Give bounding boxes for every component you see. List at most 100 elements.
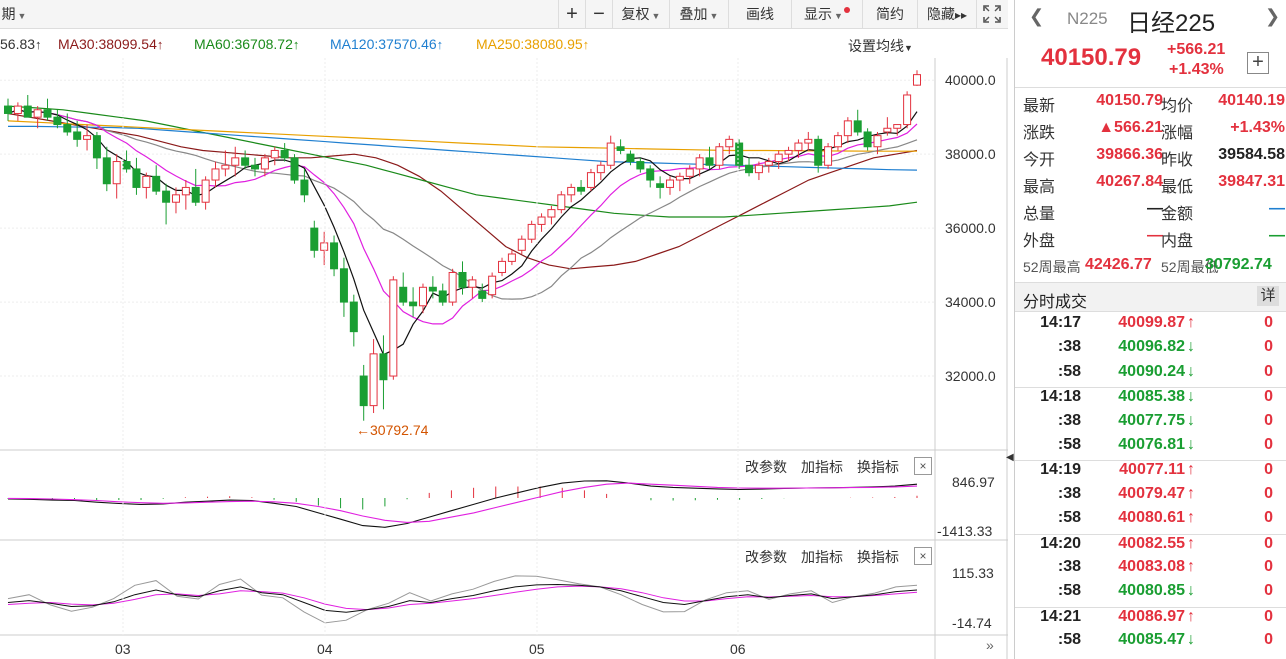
candle	[162, 183, 171, 225]
candle-body	[883, 127, 892, 133]
candle	[231, 146, 240, 177]
stat-value: ▲566.21	[1098, 119, 1163, 136]
main-grid	[0, 58, 1008, 659]
candle	[23, 94, 32, 118]
simple-button[interactable]: 简约	[862, 0, 917, 28]
zoom-in-button[interactable]: +	[558, 0, 585, 28]
arrow-up-icon: ↑	[156, 37, 164, 52]
candle	[349, 294, 358, 347]
fullscreen-button[interactable]	[976, 0, 1007, 28]
candle	[754, 161, 763, 181]
sub2-close-icon[interactable]: ×	[914, 547, 932, 565]
candle-body	[162, 190, 171, 203]
arrow-up-icon: ↑	[1187, 607, 1195, 625]
arrow-down-icon: ↓	[1187, 631, 1195, 649]
candle-body	[63, 124, 72, 133]
trade-volume: 0	[1264, 558, 1273, 575]
stat-label: 涨跌	[1023, 125, 1056, 142]
chevron-down-icon: ▼	[17, 11, 27, 21]
trade-time: :58	[1057, 436, 1081, 453]
stat-label: 昨收	[1161, 152, 1194, 169]
arrow-up-icon: ↑	[436, 37, 444, 52]
add-watchlist-button[interactable]: +	[1247, 52, 1269, 74]
candle	[725, 135, 734, 155]
w52-high-value: 42426.77	[1085, 256, 1152, 273]
w52-low-value: 30792.74	[1205, 256, 1272, 273]
candle	[478, 283, 487, 303]
ma30-value: MA30:38099.54↑	[58, 36, 163, 52]
candle-body	[596, 164, 605, 174]
candle-body	[320, 242, 329, 251]
scroll-right-icon[interactable]: »	[986, 637, 994, 653]
stat-value: 39584.58	[1218, 146, 1285, 163]
sub1-switch-indicator-button[interactable]: 换指标	[857, 459, 899, 475]
candle	[646, 165, 655, 188]
period-button[interactable]: 期 ▼	[0, 0, 28, 28]
display-button[interactable]: 显示 ▼	[791, 0, 862, 28]
candle	[448, 268, 457, 306]
candle	[853, 109, 862, 136]
trade-volume: 0	[1264, 461, 1273, 479]
trade-price: 40080.85	[1118, 582, 1185, 600]
ma60-value: MA60:36708.72↑	[194, 36, 299, 52]
stat-row: 最新 40150.79 均价 40140.19	[1023, 92, 1285, 119]
trade-row: 14:21 40086.97 ↑ 0	[1015, 606, 1286, 632]
trade-time: 14:17	[1040, 314, 1081, 331]
ma-lines	[7, 105, 918, 356]
kline-chart[interactable]: 40000.0 38000.0 36000.0 34000.0 32000.0 03 04…	[0, 58, 1008, 659]
candles	[4, 70, 921, 421]
stat-value: —	[1147, 200, 1163, 217]
zoom-out-button[interactable]: −	[585, 0, 612, 28]
candle-body	[705, 157, 714, 166]
trades-detail-button[interactable]: 详	[1257, 286, 1279, 306]
sub2-add-indicator-button[interactable]: 加指标	[801, 549, 843, 565]
sub1-close-icon[interactable]: ×	[914, 457, 932, 475]
sub1-edit-params-button[interactable]: 改参数	[745, 459, 787, 475]
next-stock-icon[interactable]: ❯	[1265, 6, 1281, 26]
candle	[705, 146, 714, 169]
trade-time: :58	[1057, 582, 1081, 600]
stat-label: 金额	[1161, 206, 1194, 223]
candle	[310, 220, 319, 258]
hide-button[interactable]: 隐藏▸▸	[917, 0, 976, 28]
candle-body	[73, 131, 82, 140]
candle	[260, 154, 269, 177]
chevron-down-icon: ▼	[651, 11, 661, 21]
candle	[695, 154, 704, 177]
candle	[903, 91, 912, 129]
candle	[873, 131, 882, 155]
candle-body	[903, 94, 912, 126]
trade-price: 40080.61	[1118, 509, 1185, 527]
sub1-bottom-value: -1413.33	[937, 523, 993, 539]
trade-volume: 0	[1264, 338, 1273, 356]
candle-body	[507, 253, 516, 262]
draw-line-button[interactable]: 画线	[728, 0, 791, 28]
candle	[201, 176, 210, 210]
overlay-label: 叠加	[679, 6, 708, 22]
ma-legend: 56.83↑ MA30:38099.54↑ MA60:36708.72↑ MA1…	[0, 30, 935, 58]
candle	[547, 205, 556, 225]
candle-body	[646, 168, 655, 181]
trade-time: :58	[1057, 631, 1081, 649]
collapse-panel-icon[interactable]: ◀	[1006, 452, 1014, 463]
candle	[774, 150, 783, 169]
sub1-add-indicator-button[interactable]: 加指标	[801, 459, 843, 475]
prev-stock-icon[interactable]: ❮	[1029, 6, 1045, 26]
candle-body	[211, 168, 220, 181]
trade-price: 40077.75	[1118, 411, 1185, 429]
overlay-button[interactable]: 叠加 ▼	[669, 0, 728, 28]
sub1-top-value: 846.97	[952, 474, 995, 490]
sub2-switch-indicator-button[interactable]: 换指标	[857, 549, 899, 565]
candle-body	[606, 142, 615, 166]
trade-volume: 0	[1264, 436, 1273, 453]
arrow-up-icon: ↑	[582, 37, 590, 52]
sub2-edit-params-button[interactable]: 改参数	[745, 549, 787, 565]
set-ma-button[interactable]: 设置均线▼	[848, 36, 913, 56]
restore-button[interactable]: 复权 ▼	[612, 0, 669, 28]
candle-body	[290, 157, 299, 181]
trade-time: :38	[1057, 484, 1081, 502]
stock-code: N225	[1067, 9, 1108, 28]
candle	[527, 220, 536, 243]
hide-label: 隐藏	[926, 6, 955, 22]
candle-body	[418, 286, 427, 307]
